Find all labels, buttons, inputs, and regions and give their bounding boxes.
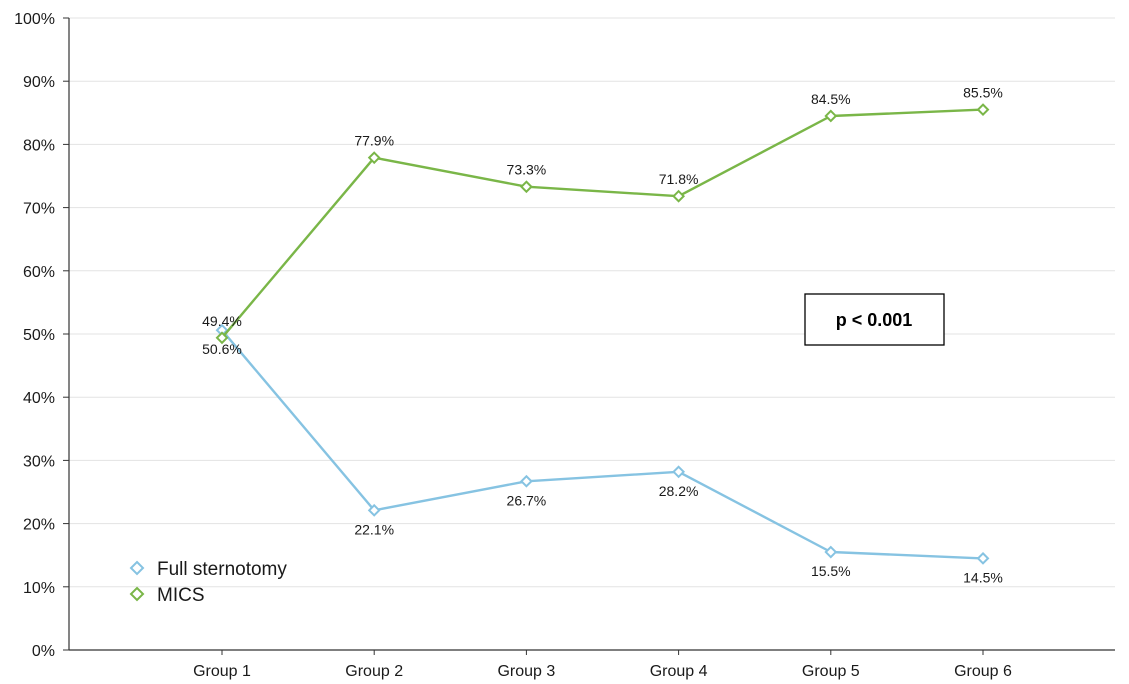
p-value-annotation: p < 0.001 xyxy=(804,293,945,346)
full-sternotomy-point xyxy=(976,551,990,565)
y-tick-label: 60% xyxy=(23,264,55,281)
mics-point xyxy=(976,103,990,117)
mics-point xyxy=(672,189,686,203)
full-sternotomy-point xyxy=(367,503,381,517)
x-tick-label: Group 2 xyxy=(345,663,403,680)
mics-data-label: 84.5% xyxy=(811,91,851,107)
mics-line xyxy=(221,108,984,339)
mics-data-label: 49.4% xyxy=(202,313,242,329)
y-tick-label: 50% xyxy=(23,327,55,344)
y-tick-label: 30% xyxy=(23,453,55,470)
mics-point xyxy=(519,180,533,194)
mics-point xyxy=(215,331,229,345)
x-tick-label: Group 4 xyxy=(650,663,708,680)
full-sternotomy-data-label: 26.7% xyxy=(507,492,547,508)
full-sternotomy-point xyxy=(672,465,686,479)
full-sternotomy-data-label: 28.2% xyxy=(659,483,699,499)
mics-data-label: 71.8% xyxy=(659,171,699,187)
y-tick-label: 70% xyxy=(23,201,55,218)
full-sternotomy-line xyxy=(221,329,984,560)
p-value-text: p < 0.001 xyxy=(836,310,913,330)
legend: Full sternotomy MICS xyxy=(129,559,287,606)
p-value-box xyxy=(804,293,945,346)
series xyxy=(215,103,990,565)
y-tick-label: 90% xyxy=(23,74,55,91)
y-axis-tick-labels: 0% 10% 20% 30% 40% 50% 60% 70% 80% 90% 100% xyxy=(14,11,55,660)
legend-marker-mics xyxy=(129,586,145,602)
x-tick-label: Group 6 xyxy=(954,663,1012,680)
y-tick-label: 40% xyxy=(23,390,55,407)
legend-label-mics: MICS xyxy=(157,585,205,606)
y-tick-label: 0% xyxy=(32,643,55,660)
x-tick-label: Group 5 xyxy=(802,663,860,680)
full-sternotomy-data-label: 15.5% xyxy=(811,563,851,579)
mics-point xyxy=(367,151,381,165)
full-sternotomy-point xyxy=(519,474,533,488)
mics-point xyxy=(824,109,838,123)
x-tick-label: Group 3 xyxy=(497,663,555,680)
x-axis-tick-labels: Group 1 Group 2 Group 3 Group 4 Group 5 Group… xyxy=(193,663,1012,680)
mics-data-label: 85.5% xyxy=(963,85,1003,101)
y-tick-label: 10% xyxy=(23,580,55,597)
legend-label-full-sternotomy: Full sternotomy xyxy=(157,559,287,580)
legend-marker-full-sternotomy xyxy=(129,560,145,576)
data-labels: 50.6% 22.1% 26.7% 28.2% 15.5% 14.5% 49.4% 77.9%… xyxy=(202,85,1003,586)
full-sternotomy-point xyxy=(824,545,838,559)
grid-lines xyxy=(69,17,1115,588)
mics-data-label: 77.9% xyxy=(354,133,394,149)
y-tick-label: 20% xyxy=(23,517,55,534)
axes xyxy=(63,17,1115,655)
full-sternotomy-data-label: 14.5% xyxy=(963,569,1003,585)
y-tick-label: 100% xyxy=(14,11,55,28)
x-tick-label: Group 1 xyxy=(193,663,251,680)
full-sternotomy-data-label: 22.1% xyxy=(354,521,394,537)
mics-data-label: 73.3% xyxy=(507,162,547,178)
y-tick-label: 80% xyxy=(23,137,55,154)
full-sternotomy-data-label: 50.6% xyxy=(202,341,242,357)
